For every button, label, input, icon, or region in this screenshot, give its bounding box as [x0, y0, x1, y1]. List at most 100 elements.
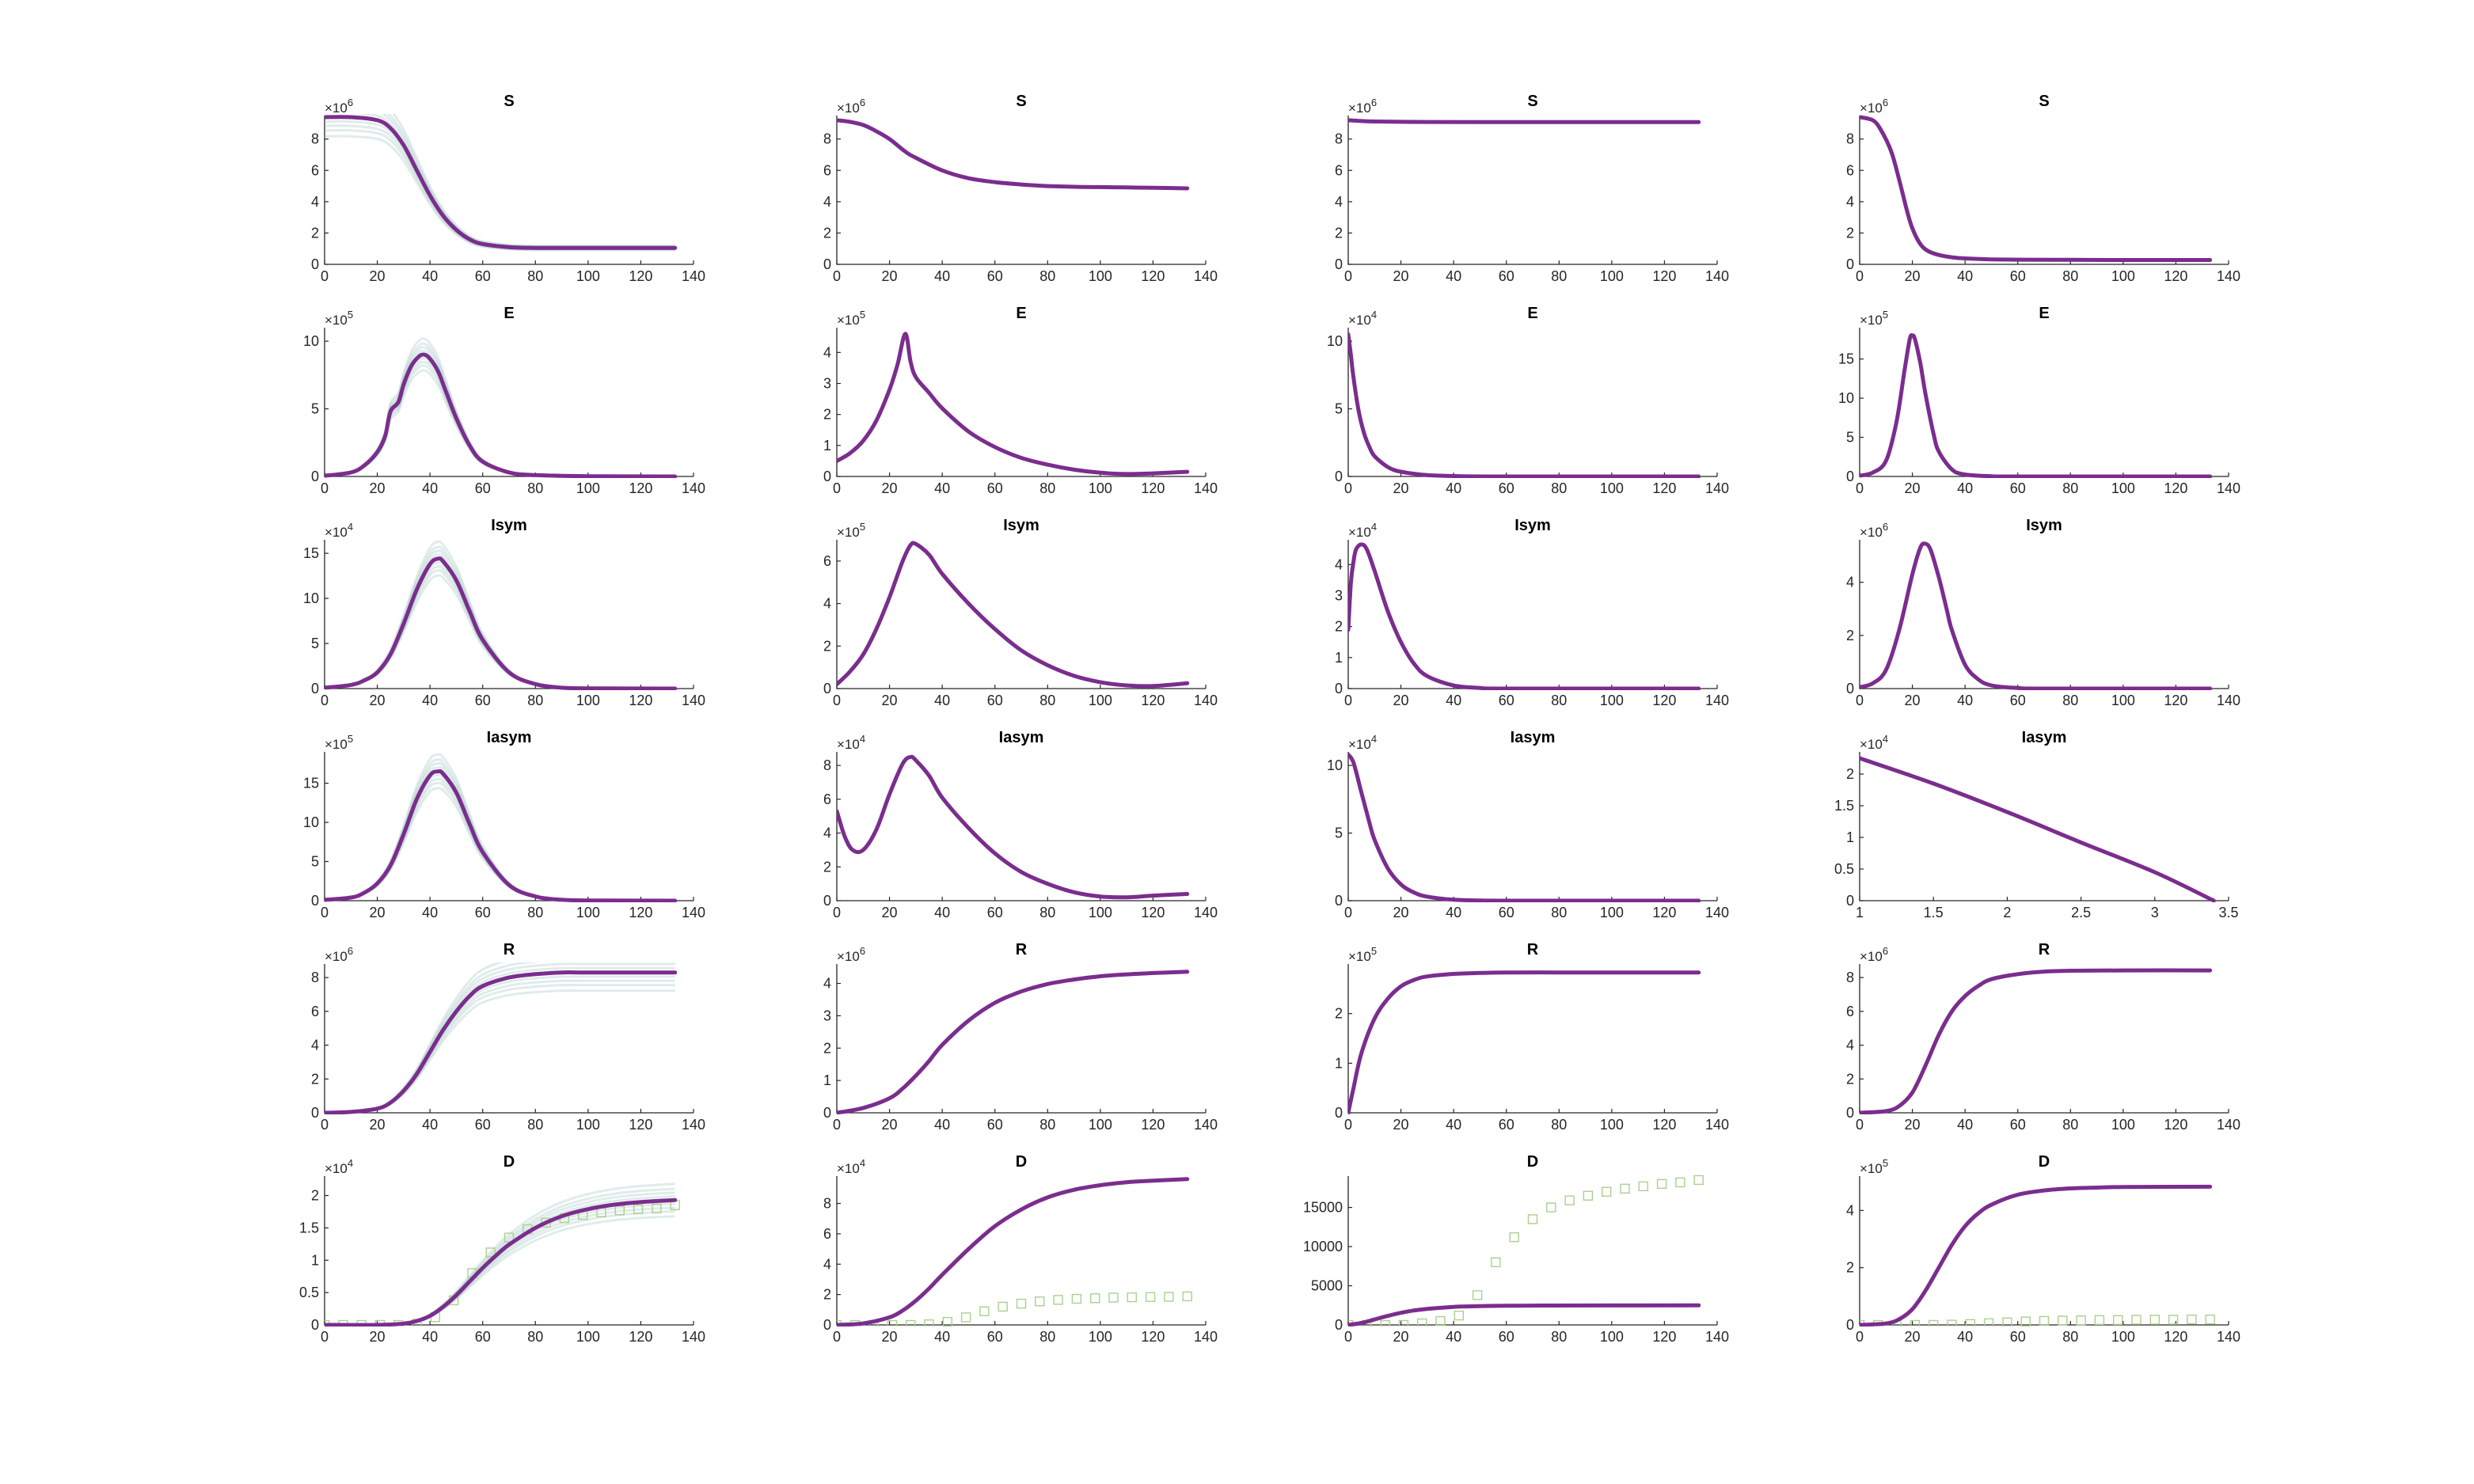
x-tick-label: 0	[321, 268, 329, 284]
y-tick-label: 0.5	[1834, 861, 1854, 877]
plot-area	[325, 962, 678, 1114]
y-tick-label: 5	[311, 401, 319, 417]
x-tick-label: 80	[2062, 1329, 2078, 1345]
observed-data-point	[614, 1205, 625, 1216]
x-tick-label: 120	[1141, 1117, 1165, 1133]
x-tick-label: 60	[475, 1329, 491, 1345]
x-tick-label: 140	[1194, 905, 1218, 920]
model-curve	[837, 332, 1190, 476]
observed-data-point	[1016, 1298, 1027, 1309]
observed-data-point	[1053, 1295, 1063, 1305]
subplot-r-r4c0: 0 20 40 60 80 100 120 140 0 2 4 6 8 ×106 R	[311, 941, 705, 1133]
subplot-r-r4c3: 0 20 40 60 80 100 120 140 0 2 4 6 8 ×106 R	[1846, 941, 2240, 1133]
subplot-d-r5c1: 0 20 40 60 80 100 120 140 0 2 4 6 8 ×104 D	[823, 1153, 1218, 1345]
observed-data-point	[1983, 1318, 1994, 1326]
model-curve	[837, 970, 1190, 1114]
y-exponent-label: ×104	[1860, 733, 1888, 752]
observed-data-point	[2058, 1315, 2068, 1326]
x-tick-label: 3.5	[2218, 905, 2238, 920]
y-tick-label: 3	[823, 376, 831, 392]
y-tick-label: 0	[1846, 1105, 1854, 1121]
x-tick-label: 80	[1551, 693, 1567, 708]
x-tick-label: 100	[1089, 268, 1112, 284]
x-tick-label: 120	[1652, 1117, 1676, 1133]
y-tick-label: 2	[823, 1287, 831, 1303]
observed-data-point	[1583, 1190, 1594, 1201]
axes-lines	[1347, 328, 1717, 477]
y-tick-label: 2	[1846, 628, 1854, 643]
y-tick-label: 15	[303, 776, 319, 791]
x-tick-label: 20	[1393, 1117, 1409, 1133]
ensemble-curve	[325, 364, 675, 478]
x-tick-label: 2	[2003, 905, 2011, 920]
y-exponent-label: ×106	[325, 97, 353, 116]
x-tick-label: 0	[833, 268, 841, 284]
x-tick-label: 40	[422, 1329, 438, 1345]
subplot-title: S	[2039, 93, 2049, 110]
x-tick-label: 0	[321, 693, 329, 708]
subplot-d-r5c2: 0 20 40 60 80 100 120 140 0 5000 10000 15000 D	[1303, 1153, 1729, 1345]
y-exponent-label: ×104	[1348, 733, 1377, 752]
x-tick-label: 100	[1089, 1329, 1112, 1345]
y-tick-label: 15000	[1303, 1200, 1343, 1216]
subplot-r-r4c1: 0 20 40 60 80 100 120 140 0 1 2 3 4 ×106 R	[823, 941, 1218, 1133]
observed-data-point	[1035, 1296, 1045, 1307]
x-tick-label: 40	[1446, 693, 1461, 708]
x-tick-label: 60	[475, 1117, 491, 1133]
x-tick-label: 120	[2164, 268, 2187, 284]
ensemble-curve	[325, 553, 675, 690]
x-tick-label: 80	[1039, 693, 1055, 708]
plot-area	[1860, 1184, 2215, 1326]
x-tick-label: 140	[1705, 1329, 1729, 1345]
x-tick-label: 20	[1905, 268, 1921, 284]
x-tick-label: 40	[934, 1329, 950, 1345]
observed-data-point	[1947, 1319, 1957, 1326]
x-tick-label: 120	[1652, 905, 1676, 920]
x-tick-label: 80	[527, 1117, 543, 1133]
x-tick-label: 80	[527, 905, 543, 920]
y-tick-label: 0	[1335, 256, 1343, 272]
x-tick-label: 2.5	[2071, 905, 2091, 920]
x-tick-label: 0	[321, 1117, 329, 1133]
subplot-title: S	[504, 93, 514, 110]
y-tick-label: 15	[1838, 351, 1854, 367]
model-curve	[837, 118, 1190, 191]
axes-lines	[836, 328, 1206, 477]
y-tick-label: 0	[823, 1317, 831, 1333]
plot-area	[325, 1182, 680, 1326]
y-exponent-label: ×105	[837, 521, 865, 540]
x-tick-label: 60	[2010, 480, 2026, 496]
observed-data-point	[1108, 1292, 1119, 1303]
y-tick-label: 2	[823, 638, 831, 654]
x-tick-label: 0	[321, 1329, 329, 1345]
x-tick-label: 0	[833, 693, 841, 708]
observed-data-point	[1435, 1315, 1446, 1326]
y-tick-label: 0	[823, 1105, 831, 1121]
y-exponent-label: ×106	[837, 97, 865, 116]
x-tick-label: 140	[682, 268, 705, 284]
subplot-title: E	[2039, 305, 2049, 322]
x-tick-label: 60	[987, 1329, 1003, 1345]
x-tick-label: 120	[629, 905, 652, 920]
x-tick-label: 80	[1551, 268, 1567, 284]
x-tick-label: 20	[370, 693, 386, 708]
subplot-d-r5c3: 0 20 40 60 80 100 120 140 0 2 4 ×105 D	[1846, 1153, 2240, 1345]
x-tick-label: 140	[1705, 1117, 1729, 1133]
y-tick-label: 0	[823, 469, 831, 484]
subplot-iasym-r3c1: 0 20 40 60 80 100 120 140 0 2 4 6 8 ×104 Iasym	[823, 729, 1218, 920]
observed-data-point	[1910, 1319, 1921, 1326]
y-tick-label: 0	[311, 893, 319, 909]
y-tick-label: 5	[311, 854, 319, 870]
subplot-d-r5c0: 0 20 40 60 80 100 120 140 0 0.5 1 1.5 2 ×104 D	[299, 1153, 705, 1345]
x-tick-label: 120	[629, 1329, 652, 1345]
y-tick-label: 4	[823, 1256, 831, 1272]
ensemble-curve	[325, 135, 675, 252]
x-tick-label: 80	[1551, 480, 1567, 496]
plot-area	[837, 970, 1190, 1114]
observed-data-point	[1656, 1178, 1667, 1190]
x-tick-label: 60	[475, 268, 491, 284]
y-tick-label: 4	[823, 976, 831, 992]
observed-data-point	[960, 1312, 971, 1323]
y-tick-label: 5	[1335, 825, 1343, 841]
subplot-title: R	[2039, 941, 2050, 958]
